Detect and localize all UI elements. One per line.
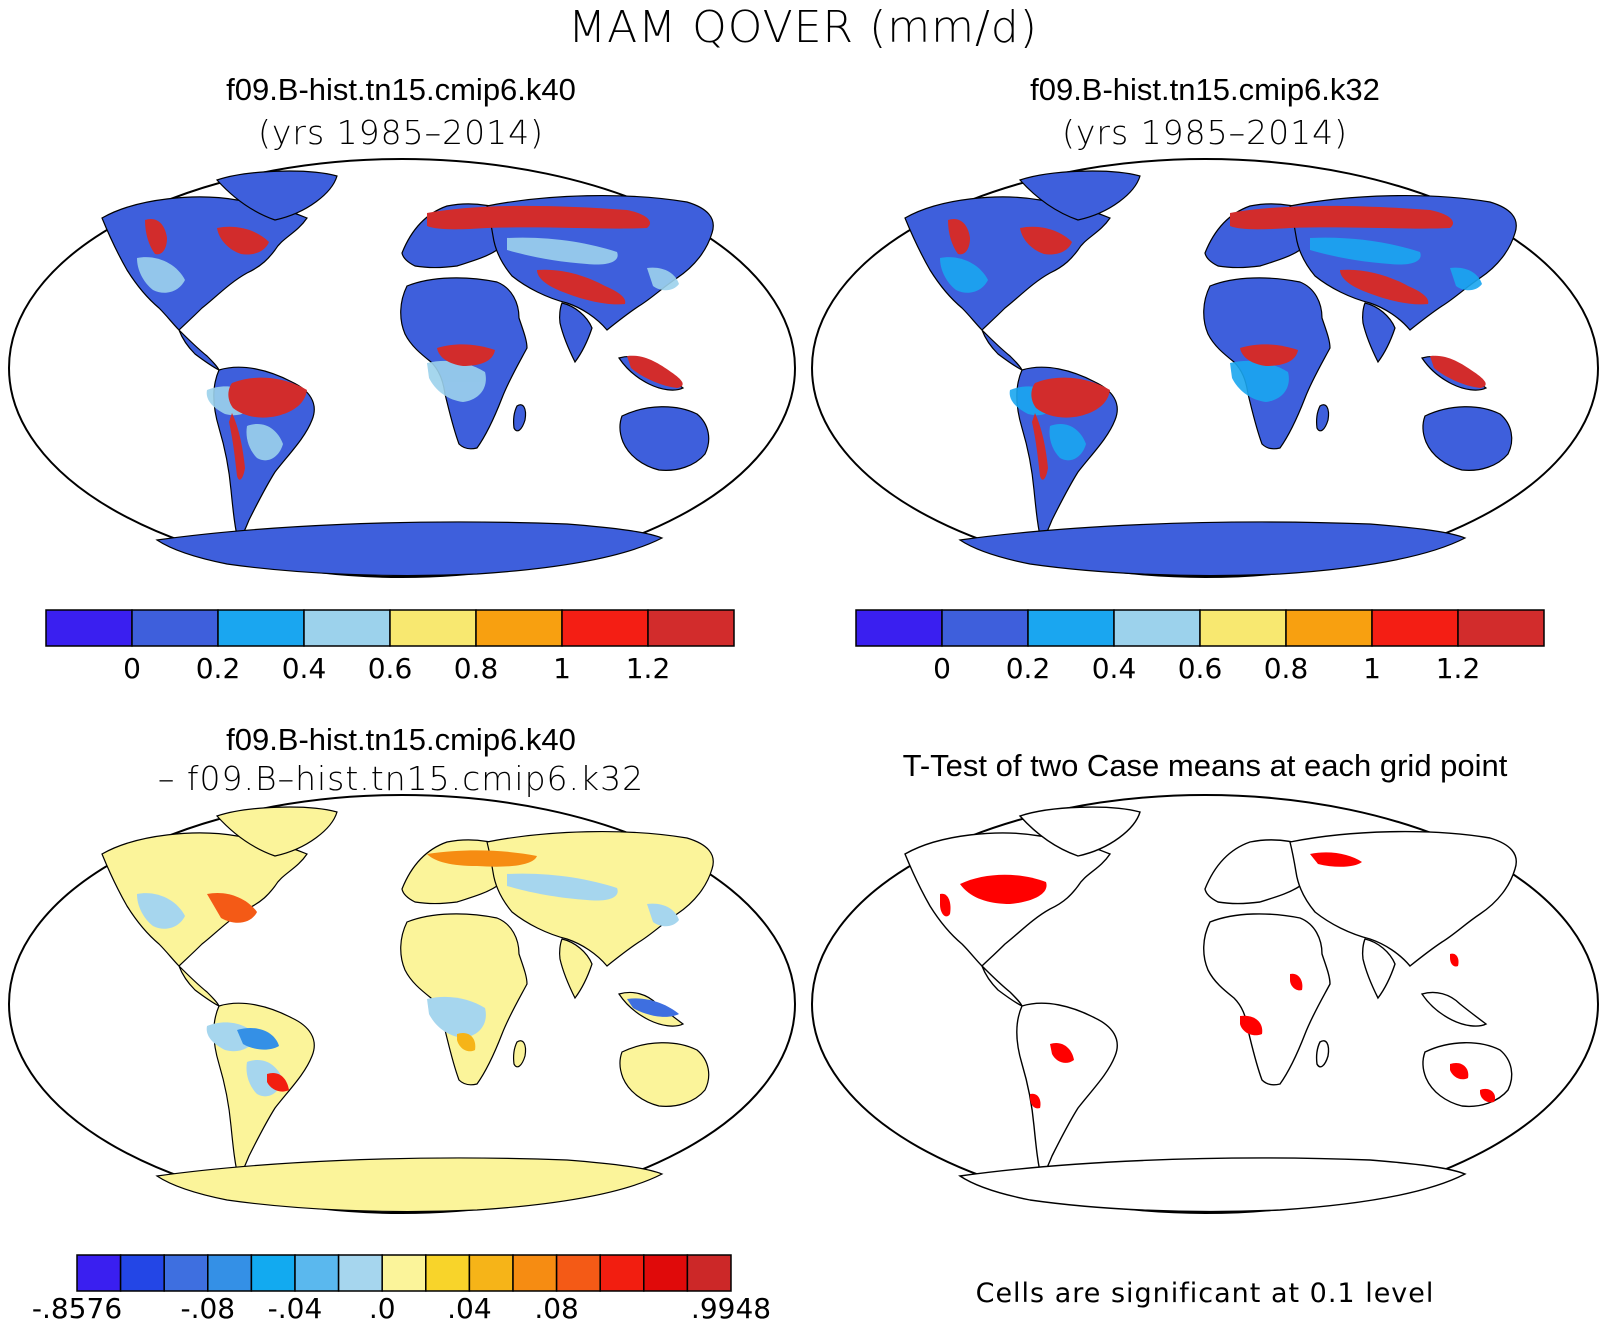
colorbar-swatch [163, 1254, 209, 1292]
colorbar-tick-label: .04 [447, 1292, 492, 1325]
colorbar-swatch [76, 1254, 122, 1292]
colorbar-tick-label: -.04 [267, 1292, 323, 1325]
colorbar-swatch [381, 1254, 427, 1292]
colorbar-tick-label: 0.4 [1091, 652, 1137, 685]
colorbar-tick-label: 0.8 [453, 652, 499, 685]
colorbar-swatch [686, 1254, 732, 1292]
colorbar-swatch [119, 1254, 165, 1292]
colorbar-swatch [337, 1254, 383, 1292]
colorbar-swatch [1371, 609, 1459, 647]
colorbar-tick-label: 0.4 [281, 652, 327, 685]
panel4-title: T-Test of two Case means at each grid po… [902, 748, 1508, 783]
colorbar-swatch [647, 609, 735, 647]
colorbar-tick-label: 1 [1363, 652, 1381, 685]
colorbar-swatch [1285, 609, 1373, 647]
panel1-title: f09.B-hist.tn15.cmip6.k40 [226, 72, 576, 107]
colorbar-tick-label: 0.6 [367, 652, 413, 685]
colorbar-swatch [855, 609, 943, 647]
colorbar-panel-2 [855, 609, 1545, 647]
colorbar-swatch [561, 609, 649, 647]
colorbar-tick-label: 0 [123, 652, 141, 685]
colorbar-swatch [599, 1254, 645, 1292]
colorbar-panel-1-labels: 0 0.2 0.4 0.6 0.8 1 1.2 [45, 652, 735, 692]
colorbar-tick-label: 1.2 [1435, 652, 1481, 685]
colorbar-swatch [303, 609, 391, 647]
panel2-subtitle: (yrs 1985–2014) [1062, 113, 1348, 152]
colorbar-tick-label: -.8576 [31, 1292, 123, 1325]
panel2-title: f09.B-hist.tn15.cmip6.k32 [1030, 72, 1380, 107]
colorbar-tick-label: 1 [553, 652, 571, 685]
colorbar-tick-label: -.08 [180, 1292, 236, 1325]
colorbar-tick-label: .9948 [690, 1292, 772, 1325]
colorbar-tick-label: .0 [368, 1292, 396, 1325]
colorbar-swatch [131, 609, 219, 647]
colorbar-swatch [425, 1254, 471, 1292]
colorbar-swatch [1457, 609, 1545, 647]
colorbar-swatch [643, 1254, 689, 1292]
colorbar-tick-label: 1.2 [625, 652, 671, 685]
panel3-title: f09.B-hist.tn15.cmip6.k40 [226, 722, 576, 757]
map-panel-2 [811, 158, 1599, 578]
colorbar-tick-label: .08 [534, 1292, 579, 1325]
colorbar-panel-3 [76, 1254, 732, 1292]
colorbar-panel-2-labels: 0 0.2 0.4 0.6 0.8 1 1.2 [855, 652, 1545, 692]
panel3-subtitle: – f09.B–hist.tn15.cmip6.k32 [157, 759, 645, 798]
colorbar-swatch [941, 609, 1029, 647]
significance-note: Cells are significant at 0.1 level [975, 1278, 1435, 1309]
colorbar-tick-label: 0.8 [1263, 652, 1309, 685]
colorbar-swatch [207, 1254, 253, 1292]
map-panel-1 [8, 158, 796, 578]
colorbar-swatch [1199, 609, 1287, 647]
colorbar-swatch [389, 609, 477, 647]
colorbar-swatch [1113, 609, 1201, 647]
colorbar-panel-3-labels: -.8576 -.08 -.04 .0 .04 .08 .9948 [32, 1292, 771, 1328]
colorbar-swatch [512, 1254, 558, 1292]
colorbar-tick-label: 0.2 [195, 652, 241, 685]
figure-title: MAM QOVER (mm/d) [568, 2, 1038, 53]
colorbar-swatch [250, 1254, 296, 1292]
colorbar-swatch [555, 1254, 601, 1292]
colorbar-panel-1 [45, 609, 735, 647]
colorbar-swatch [468, 1254, 514, 1292]
panel1-subtitle: (yrs 1985–2014) [258, 113, 544, 152]
colorbar-swatch [217, 609, 305, 647]
colorbar-swatch [1027, 609, 1115, 647]
colorbar-tick-label: 0.6 [1177, 652, 1223, 685]
colorbar-tick-label: 0 [933, 652, 951, 685]
colorbar-swatch [475, 609, 563, 647]
map-panel-3 [8, 794, 796, 1214]
map-panel-4 [811, 794, 1599, 1214]
colorbar-swatch [45, 609, 133, 647]
colorbar-tick-label: 0.2 [1005, 652, 1051, 685]
colorbar-swatch [294, 1254, 340, 1292]
